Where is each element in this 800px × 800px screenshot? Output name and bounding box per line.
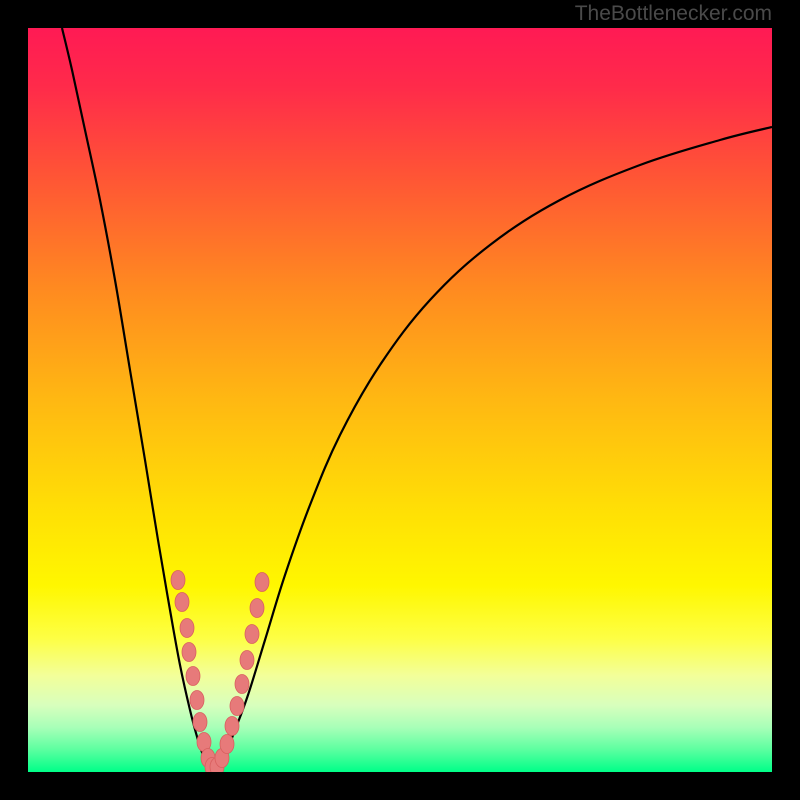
scatter-marker	[175, 593, 189, 612]
scatter-marker	[235, 675, 249, 694]
scatter-marker	[220, 735, 234, 754]
scatter-marker	[180, 619, 194, 638]
scatter-marker	[250, 599, 264, 618]
scatter-marker	[255, 573, 269, 592]
scatter-marker	[225, 717, 239, 736]
scatter-marker	[171, 571, 185, 590]
scatter-marker	[190, 691, 204, 710]
scatter-marker	[245, 625, 259, 644]
curve-right	[218, 127, 772, 768]
scatter-marker	[230, 697, 244, 716]
plot-svg	[0, 0, 800, 800]
scatter-marker	[186, 667, 200, 686]
watermark-text: TheBottlenecker.com	[575, 2, 772, 26]
scatter-marker	[193, 713, 207, 732]
scatter-marker	[240, 651, 254, 670]
scatter-marker	[182, 643, 196, 662]
chart-root: TheBottlenecker.com	[0, 0, 800, 800]
